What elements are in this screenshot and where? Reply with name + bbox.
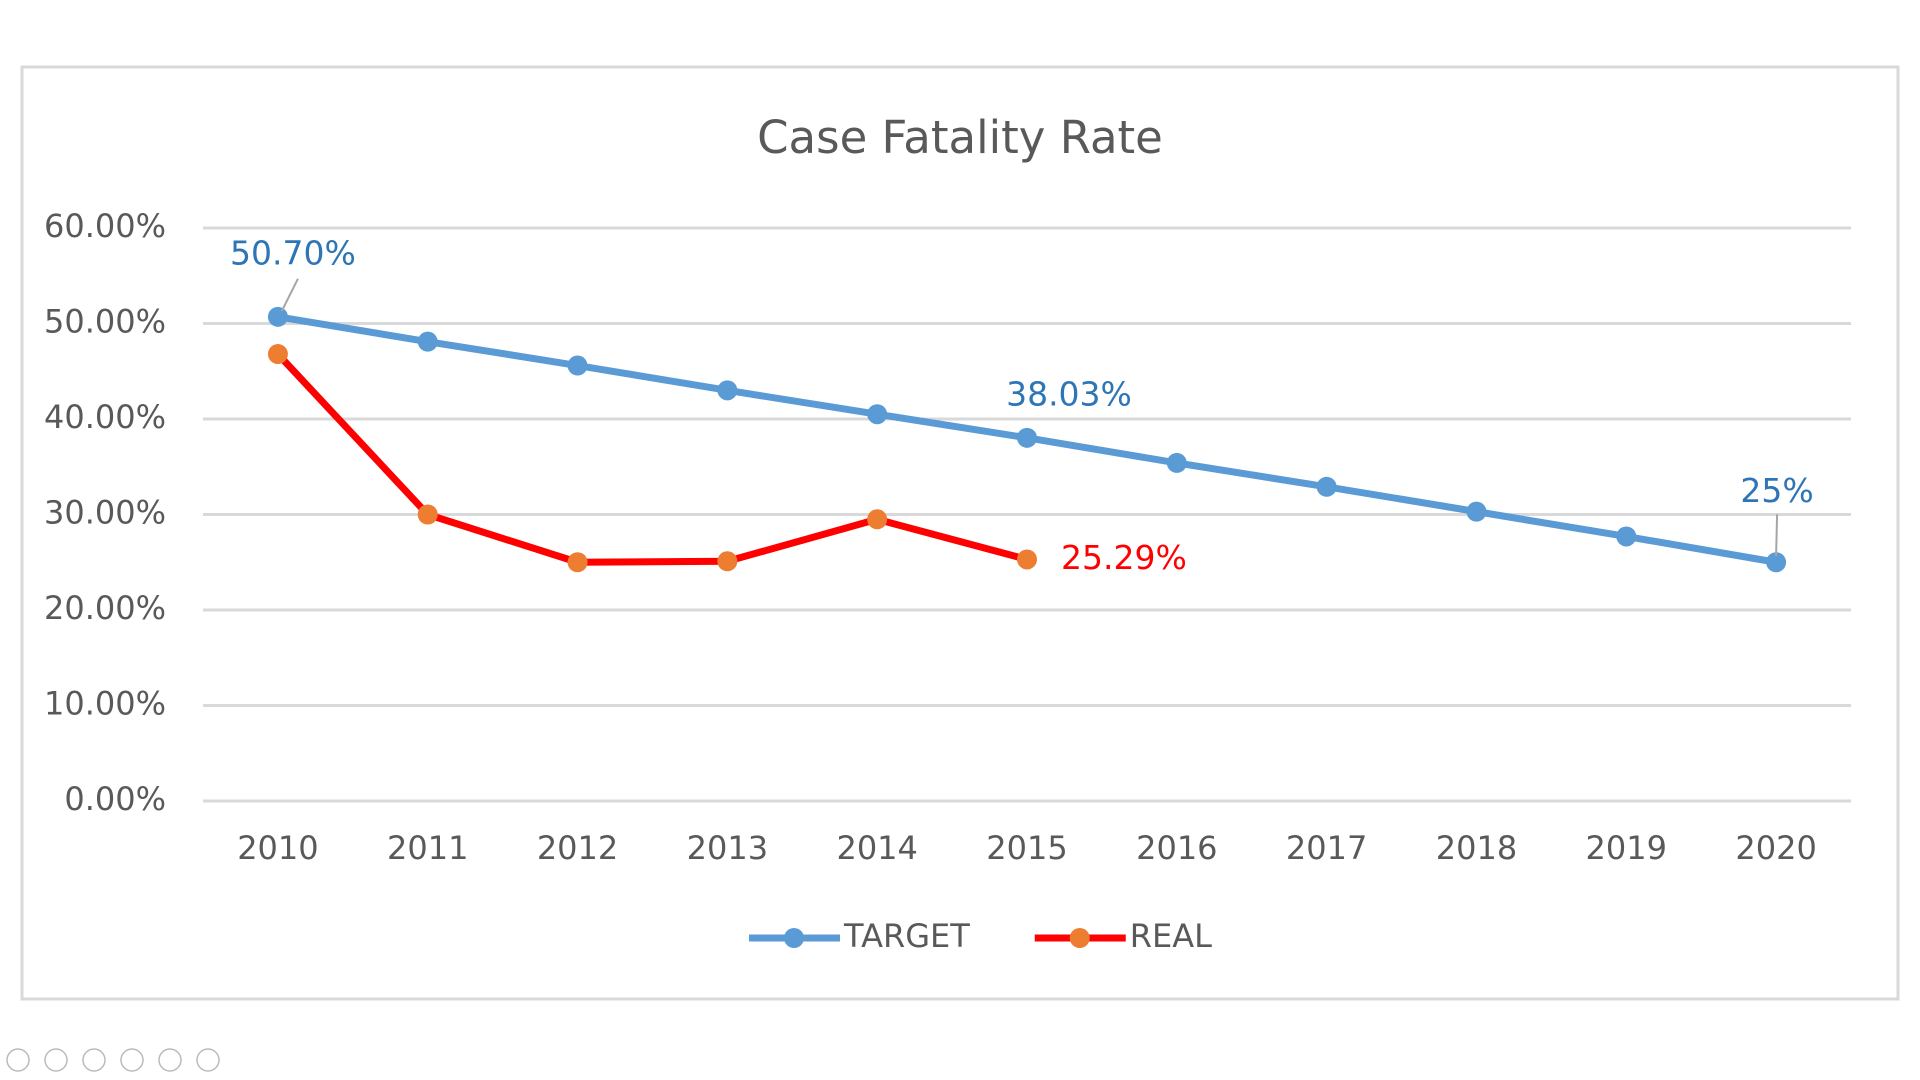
next-button[interactable] [44, 1048, 68, 1072]
data-point [567, 552, 588, 573]
y-tick-label: 50.00% [44, 303, 166, 341]
x-tick-label: 2011 [387, 829, 468, 867]
data-point [717, 380, 738, 401]
data-point [867, 509, 888, 530]
data-point [1017, 427, 1037, 448]
data-point [417, 504, 438, 525]
data-label: 25% [1740, 471, 1813, 510]
zoom-button[interactable] [158, 1048, 182, 1072]
data-point [1316, 476, 1337, 497]
y-tick-label: 10.00% [44, 685, 166, 723]
legend-marker [1069, 928, 1090, 948]
pen-button[interactable] [82, 1048, 106, 1072]
data-point [1466, 501, 1487, 522]
x-tick-label: 2018 [1436, 829, 1517, 867]
data-label: 50.70% [230, 233, 356, 272]
data-label: 25.29% [1061, 538, 1187, 577]
data-point [417, 331, 438, 352]
y-tick-label: 0.00% [64, 780, 166, 818]
leader-line [281, 278, 299, 312]
y-tick-label: 20.00% [44, 589, 166, 627]
y-tick-label: 60.00% [44, 207, 166, 245]
chart-title: Case Fatality Rate [757, 111, 1163, 164]
prev-button[interactable] [6, 1048, 30, 1072]
data-point [1616, 526, 1637, 547]
x-tick-label: 2015 [986, 829, 1067, 867]
legend-label: TARGET [843, 917, 970, 955]
y-tick-label: 30.00% [44, 494, 166, 532]
x-tick-label: 2020 [1735, 829, 1816, 867]
data-point [267, 344, 288, 365]
data-point [717, 551, 738, 572]
x-tick-label: 2014 [836, 829, 917, 867]
x-tick-label: 2012 [537, 829, 618, 867]
legend-marker [784, 928, 804, 948]
x-tick-label: 2019 [1586, 829, 1667, 867]
legend-label: REAL [1130, 917, 1212, 955]
slides-button[interactable] [120, 1048, 144, 1072]
x-tick-label: 2013 [687, 829, 768, 867]
more-button[interactable] [196, 1048, 220, 1072]
series-line [275, 351, 1028, 566]
data-point [1766, 552, 1787, 573]
data-label: 38.03% [1006, 374, 1132, 413]
data-point [867, 404, 888, 425]
x-tick-label: 2016 [1136, 829, 1217, 867]
x-tick-label: 2010 [237, 829, 318, 867]
data-point [267, 306, 288, 327]
y-tick-label: 40.00% [44, 398, 166, 436]
data-point [1017, 549, 1037, 570]
data-point [1166, 452, 1187, 473]
slide-controls [6, 1048, 220, 1072]
leader-line [1775, 514, 1779, 557]
data-point [567, 355, 588, 376]
x-tick-label: 2017 [1286, 829, 1367, 867]
